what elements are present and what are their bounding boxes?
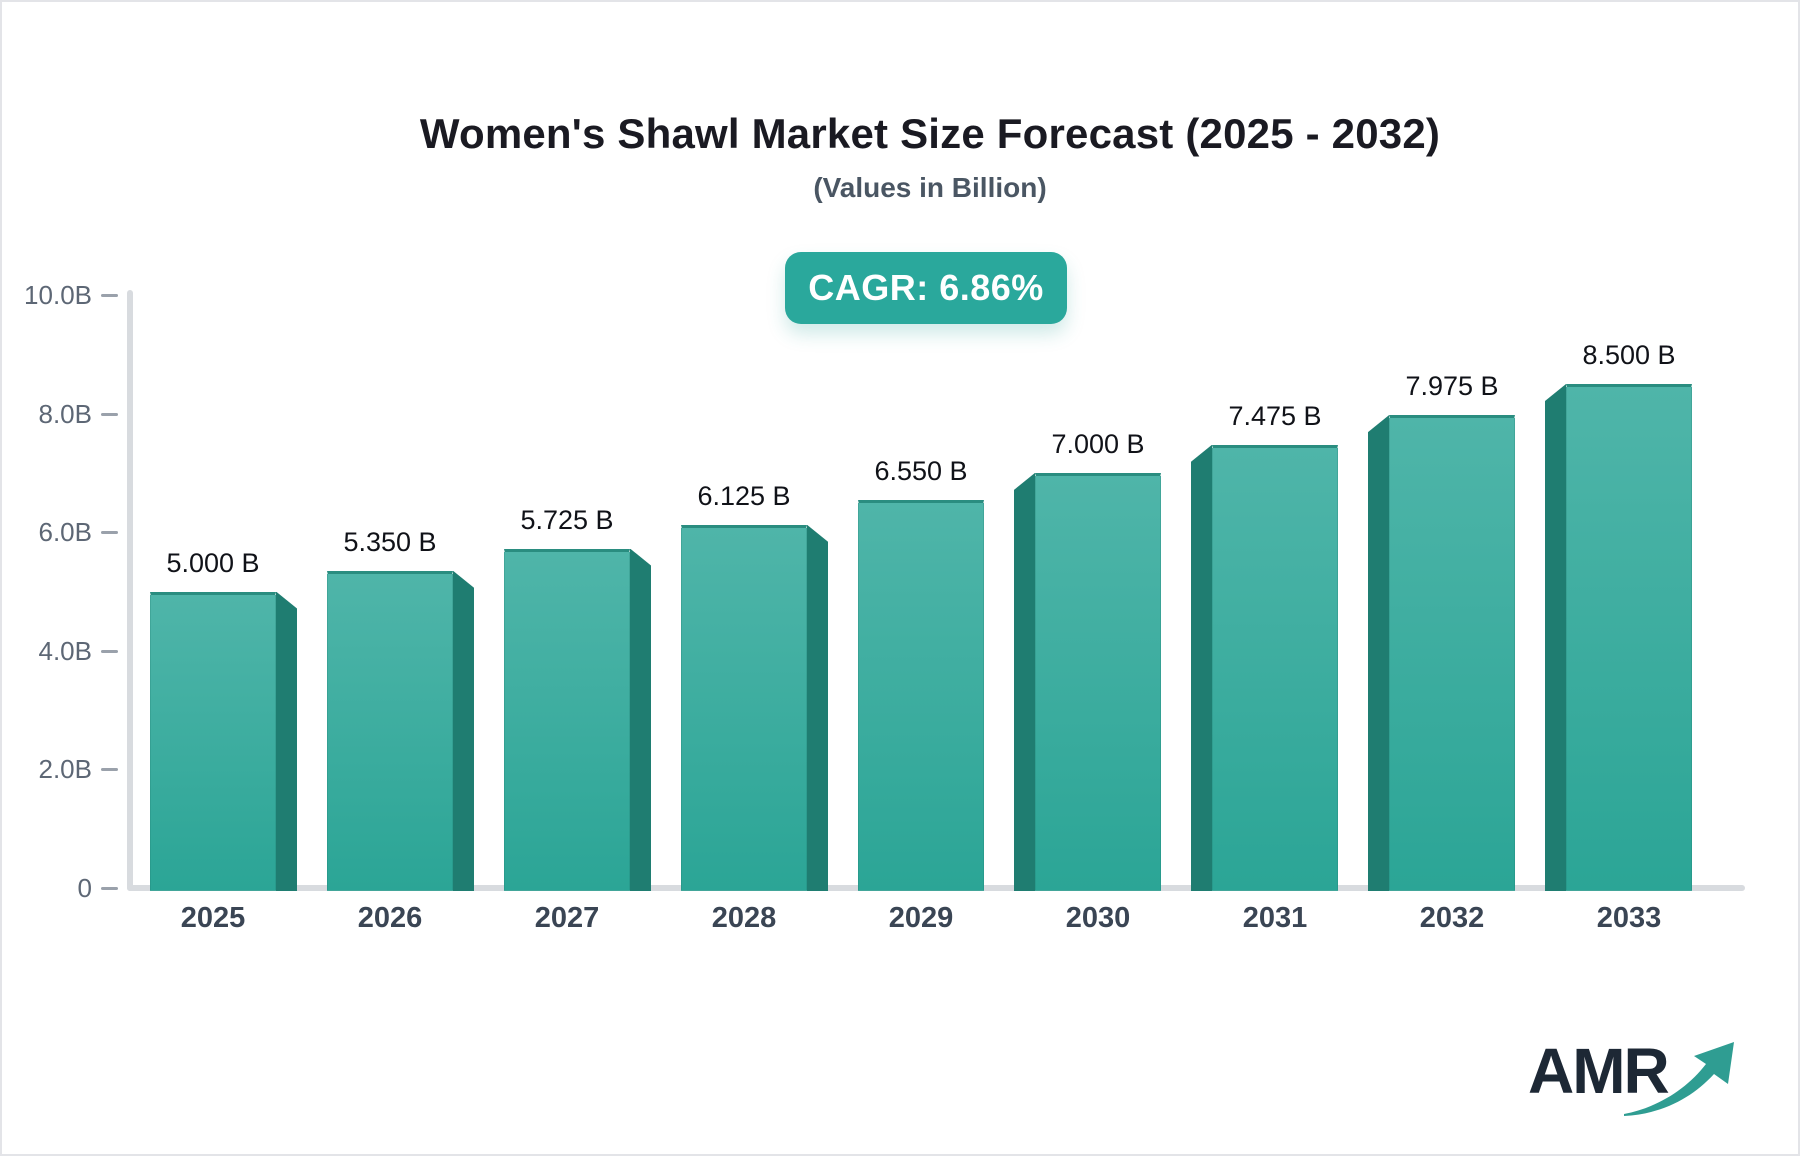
bar-2033 xyxy=(1566,383,1692,891)
bar-side-face xyxy=(1191,444,1212,891)
bar-value-label: 6.125 B xyxy=(697,480,791,511)
amr-logo: AMR xyxy=(1528,1028,1738,1118)
y-tick-dash xyxy=(101,412,118,416)
y-tick-dash xyxy=(101,649,118,653)
cagr-badge: CAGR: 6.86% xyxy=(785,252,1067,324)
bar-side-face xyxy=(1368,415,1389,891)
y-tick-label: 0 xyxy=(77,873,92,903)
y-tick-label: 2.0B xyxy=(38,754,93,785)
bar-side-face xyxy=(1014,472,1035,891)
x-tick-label: 2032 xyxy=(1419,902,1485,934)
amr-logo-text: AMR xyxy=(1528,1035,1670,1107)
bar-side-face xyxy=(276,591,297,891)
amr-logo-arrow-icon xyxy=(1624,1042,1734,1116)
cagr-badge-label: CAGR: 6.86% xyxy=(808,267,1044,308)
bar-value-label: 5.350 B xyxy=(343,526,437,557)
y-tick-dash xyxy=(101,294,118,297)
x-tick-label: 2029 xyxy=(888,902,954,934)
y-tick-label: 8.0B xyxy=(38,398,93,429)
bar-side-face xyxy=(630,548,651,891)
bar-side-face xyxy=(807,524,828,891)
bar-2032 xyxy=(1389,415,1515,891)
bar-value-label: 5.000 B xyxy=(166,547,260,578)
bar-value-label: 7.975 B xyxy=(1405,371,1499,402)
bar-value-label: 7.475 B xyxy=(1228,400,1322,431)
bar-value-label: 8.500 B xyxy=(1582,339,1676,370)
bar-2029 xyxy=(858,499,984,891)
x-tick-label: 2025 xyxy=(180,902,246,934)
bar-2025 xyxy=(150,591,276,891)
bar-value-label: 7.000 B xyxy=(1051,428,1145,459)
x-tick-label: 2031 xyxy=(1242,902,1308,934)
bar-value-label: 6.550 B xyxy=(874,455,968,486)
bar-2028 xyxy=(681,524,807,891)
y-tick-label: 10.0B xyxy=(24,280,92,310)
bar-side-face xyxy=(453,570,474,891)
x-tick-label: 2033 xyxy=(1596,902,1662,934)
bar-2026 xyxy=(327,570,453,891)
bar-2031 xyxy=(1212,444,1338,891)
x-tick-label: 2026 xyxy=(357,902,423,934)
bar-2030 xyxy=(1035,472,1161,891)
chart-subtitle: (Values in Billion) xyxy=(813,172,1047,203)
x-tick-label: 2028 xyxy=(711,902,777,934)
y-tick-dash xyxy=(101,531,118,535)
chart-title: Women's Shawl Market Size Forecast (2025… xyxy=(419,110,1441,157)
x-tick-label: 2027 xyxy=(534,902,600,934)
bar-value-label: 5.725 B xyxy=(520,504,614,535)
x-tick-label: 2030 xyxy=(1065,902,1131,934)
bar-side-face xyxy=(1545,383,1566,891)
y-axis-line xyxy=(127,290,133,891)
y-tick-label: 4.0B xyxy=(38,635,93,666)
y-tick-label: 6.0B xyxy=(38,517,93,548)
y-tick-dash xyxy=(101,887,118,890)
bar-2027 xyxy=(504,548,630,891)
y-tick-dash xyxy=(101,768,118,772)
